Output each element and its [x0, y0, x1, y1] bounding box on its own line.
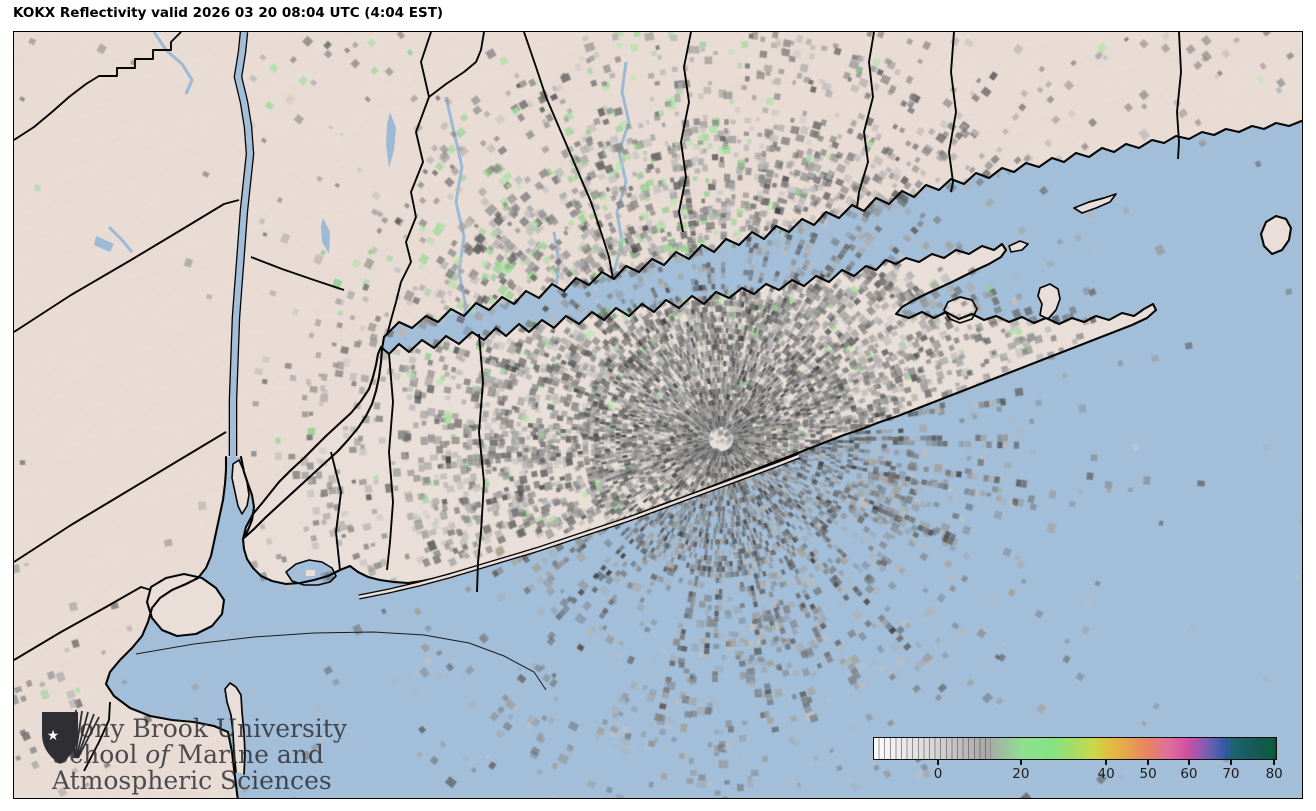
coastline-block-island — [1259, 214, 1293, 256]
coastline-sound-ocean — [382, 119, 1302, 339]
coastline-manhattan — [231, 459, 250, 515]
logo-line-3: Atmospheric Sciences — [52, 766, 332, 795]
map-line-layer — [14, 32, 1302, 798]
radar-map: 0 20 40 50 60 70 80 ★ Stony Brook University S… — [13, 31, 1303, 799]
coastline-east-river — [239, 335, 386, 540]
colorbar-gradient — [873, 737, 1277, 760]
page-title: KOKX Reflectivity valid 2026 03 20 08:04… — [13, 5, 444, 21]
colorbar-tick-mark — [1147, 760, 1149, 765]
stony-brook-shield-icon: ★ — [42, 709, 100, 764]
logo-line-2: School of Marine and — [52, 740, 324, 769]
colorbar-tick-label: 20 — [1012, 766, 1030, 782]
colorbar-tick-mark — [1230, 760, 1232, 765]
colorbar-tick-label: 0 — [933, 766, 943, 782]
colorbar-tick-mark — [1188, 760, 1190, 765]
coastline-gardiners-island — [1037, 283, 1061, 320]
hudson-river-water — [230, 32, 254, 458]
political-borders — [14, 32, 1182, 772]
stony-brook-logo-text: Stony Brook University School of Marine … — [52, 716, 347, 794]
colorbar-tick-label: 40 — [1097, 766, 1115, 782]
colorbar-tick-label: 80 — [1265, 766, 1283, 782]
coastline-long-island — [241, 242, 1158, 586]
svg-text:★: ★ — [47, 728, 60, 744]
colorbar-gray-steps — [874, 738, 991, 759]
shipping-channel-line — [135, 631, 547, 691]
coastline-nj-harbor — [104, 455, 239, 798]
coastline-fishers-island — [1073, 193, 1117, 214]
colorbar-tick-mark — [1273, 760, 1275, 765]
colorbar-tick-label: 60 — [1180, 766, 1198, 782]
colorbar-tick-label: 50 — [1139, 766, 1157, 782]
coastline-shelter-island — [943, 296, 978, 324]
coastline-staten-island — [145, 572, 226, 638]
colorbar-tick-label: 70 — [1222, 766, 1240, 782]
colorbar-tick-mark — [1105, 760, 1107, 765]
coastline-jamaica-bay — [285, 559, 337, 586]
colorbar-tick-mark — [937, 760, 939, 765]
barrier-island-sand — [358, 454, 800, 599]
colorbar: 0 20 40 50 60 70 80 — [873, 737, 1283, 793]
coastline-sandy-hook — [224, 682, 246, 775]
logo-line-1: Stony Brook University — [52, 714, 347, 743]
colorbar-tick-mark — [1020, 760, 1022, 765]
radar-echo-layer — [14, 32, 1302, 798]
coastline-plum-island — [1008, 240, 1029, 253]
stony-brook-logo: ★ Stony Brook University School of Marin… — [40, 708, 347, 794]
